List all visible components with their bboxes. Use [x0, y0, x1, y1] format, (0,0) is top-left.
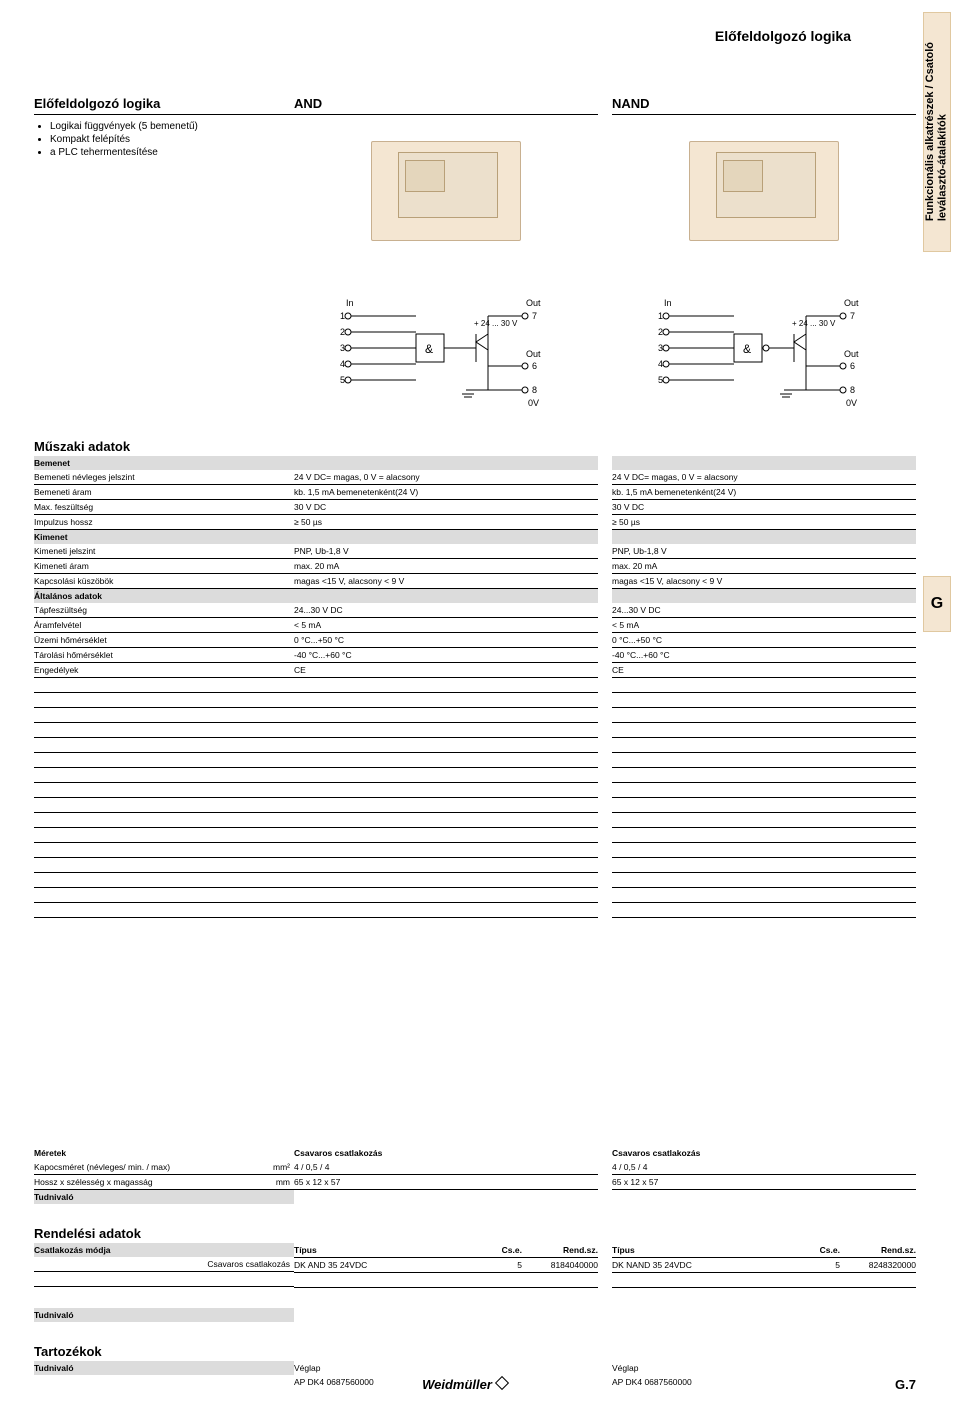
svg-text:4: 4: [340, 359, 345, 369]
svg-text:Out: Out: [526, 349, 541, 359]
spec-label: Max. feszültség: [34, 500, 294, 515]
spec-label: Kimeneti áram: [34, 559, 294, 574]
spec-value: 0 °C...+50 °C: [294, 633, 598, 648]
spec-value: -40 °C...+60 °C: [612, 648, 916, 663]
svg-text:6: 6: [532, 361, 537, 371]
svg-text:Out: Out: [844, 349, 859, 359]
svg-text:In: In: [664, 298, 672, 308]
spec-value: < 5 mA: [294, 618, 598, 633]
spec-value: ≥ 50 µs: [294, 515, 598, 530]
svg-text:5: 5: [658, 375, 663, 385]
spec-value: ≥ 50 µs: [612, 515, 916, 530]
spec-label: Bemeneti névleges jelszint: [34, 470, 294, 485]
spec-value: max. 20 mA: [612, 559, 916, 574]
feature-item: Kompakt felépítés: [50, 134, 294, 145]
spec-value: 30 V DC: [294, 500, 598, 515]
spec-value: magas <15 V, alacsony < 9 V: [294, 574, 598, 589]
svg-text:&: &: [743, 342, 751, 356]
svg-text:6: 6: [850, 361, 855, 371]
spec-value: 30 V DC: [612, 500, 916, 515]
page-footer: Weidmüller G.7: [34, 1377, 916, 1392]
order-note-label: Tudnivaló: [34, 1308, 294, 1322]
spec-value: 24 V DC= magas, 0 V = alacsony: [612, 470, 916, 485]
spec-group-head: Bemenet: [34, 456, 294, 470]
svg-text:8: 8: [850, 385, 855, 395]
product-image-nand: [612, 123, 916, 259]
feature-list: Logikai függvények (5 bemenetű) Kompakt …: [34, 121, 294, 158]
feature-item: Logikai függvények (5 bemenetű): [50, 121, 294, 132]
spec-label: Tápfeszültség: [34, 603, 294, 618]
dimensions-block: Méretek Kapocsméret (névleges/ min. / ma…: [34, 1146, 916, 1204]
svg-text:2: 2: [658, 327, 663, 337]
spec-value: 24...30 V DC: [294, 603, 598, 618]
svg-text:Out: Out: [526, 298, 541, 308]
product-image-and: [294, 123, 598, 259]
specs-heading: Műszaki adatok: [34, 439, 916, 454]
svg-text:Out: Out: [844, 298, 859, 308]
spec-label: Engedélyek: [34, 663, 294, 678]
spec-label: Kimeneti jelszint: [34, 544, 294, 559]
product-title: Előfeldolgozó logika: [34, 96, 294, 115]
spec-value: max. 20 mA: [294, 559, 598, 574]
svg-text:3: 3: [658, 343, 663, 353]
svg-text:+ 24 ... 30 V: + 24 ... 30 V: [792, 319, 836, 328]
accessories-heading: Tartozékok: [34, 1344, 916, 1359]
spec-label: Impulzus hossz: [34, 515, 294, 530]
spec-label: Bemeneti áram: [34, 485, 294, 500]
spec-value: PNP, Ub-1,8 V: [294, 544, 598, 559]
column-heading-nand: NAND: [612, 96, 916, 115]
spec-value: 24...30 V DC: [612, 603, 916, 618]
spec-value: -40 °C...+60 °C: [294, 648, 598, 663]
section-g-tab: G: [923, 576, 951, 632]
spec-value: CE: [294, 663, 598, 678]
blank-rows: [34, 678, 916, 918]
spec-value: kb. 1,5 mA bemenetenként(24 V): [612, 485, 916, 500]
svg-text:4: 4: [658, 359, 663, 369]
column-and: AND: [294, 96, 598, 259]
column-heading-and: AND: [294, 96, 598, 115]
side-category-tab: Funkcionális alkatrészek / Csatolólevála…: [923, 12, 951, 252]
svg-text:1: 1: [340, 311, 345, 321]
spec-value: CE: [612, 663, 916, 678]
svg-text:8: 8: [532, 385, 537, 395]
spec-group-head: Kimenet: [34, 530, 294, 544]
spec-value: 24 V DC= magas, 0 V = alacsony: [294, 470, 598, 485]
order-heading: Rendelési adatok: [34, 1226, 916, 1241]
ordering-table: Csatlakozás módja Csavaros csatlakozás T…: [34, 1243, 916, 1288]
spec-label: Üzemi hőmérséklet: [34, 633, 294, 648]
spec-group-head: Általános adatok: [34, 589, 294, 603]
feature-item: a PLC tehermentesítése: [50, 147, 294, 158]
svg-text:0V: 0V: [846, 398, 857, 408]
side-tab-line1: Funkcionális alkatrészek / Csatoló: [924, 42, 936, 221]
svg-text:0V: 0V: [528, 398, 539, 408]
specs-table: BemenetBemeneti névleges jelszintBemenet…: [34, 456, 916, 678]
svg-text:2: 2: [340, 327, 345, 337]
svg-text:&: &: [425, 342, 433, 356]
spec-label: Kapcsolási küszöbök: [34, 574, 294, 589]
brand-logo: Weidmüller: [422, 1377, 507, 1392]
page-title: Előfeldolgozó logika: [34, 28, 916, 44]
spec-value: < 5 mA: [612, 618, 916, 633]
svg-text:In: In: [346, 298, 354, 308]
spec-value: PNP, Ub-1,8 V: [612, 544, 916, 559]
spec-value: magas <15 V, alacsony < 9 V: [612, 574, 916, 589]
side-tab-line2: leválasztó-átalakítók: [937, 115, 949, 222]
svg-text:1: 1: [658, 311, 663, 321]
svg-text:7: 7: [532, 311, 537, 321]
svg-text:+ 24 ... 30 V: + 24 ... 30 V: [474, 319, 518, 328]
circuit-diagram-nand: In Out 1 2 3 4 5 & 7: [612, 289, 916, 419]
page-number: G.7: [895, 1377, 916, 1392]
dims-title: Méretek: [34, 1146, 294, 1160]
svg-text:7: 7: [850, 311, 855, 321]
column-nand: NAND: [612, 96, 916, 259]
spec-label: Tárolási hőmérséklet: [34, 648, 294, 663]
spec-value: kb. 1,5 mA bemenetenként(24 V): [294, 485, 598, 500]
product-overview: Előfeldolgozó logika Logikai függvények …: [34, 96, 294, 259]
spec-value: 0 °C...+50 °C: [612, 633, 916, 648]
spec-label: Áramfelvétel: [34, 618, 294, 633]
circuit-diagram-and: In Out 1 2 3 4 5 &: [294, 289, 598, 419]
svg-text:5: 5: [340, 375, 345, 385]
svg-text:3: 3: [340, 343, 345, 353]
